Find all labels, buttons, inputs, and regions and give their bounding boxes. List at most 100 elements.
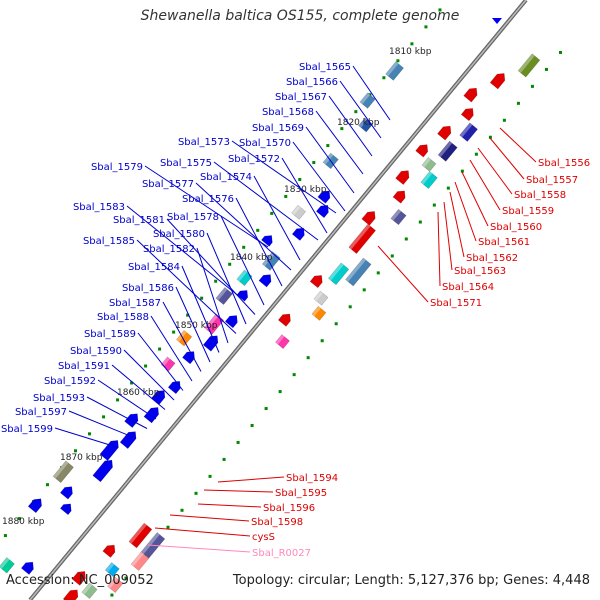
gene-block [348, 223, 376, 254]
tick-dot [404, 237, 408, 241]
gene-block-shine [161, 356, 171, 367]
gene-arrow [71, 571, 86, 586]
gene-block-shine [385, 61, 399, 77]
tick-dot [214, 279, 218, 283]
tick-dot [438, 8, 442, 12]
gene-label: Sbal_1574 [200, 172, 252, 183]
leader-line [315, 110, 364, 175]
tick-labels: 1810 kbp 1820 kbp 1830 kbp 1840 kbp 1850 kbp… [2, 47, 432, 527]
gene-block-shine [459, 122, 473, 138]
page-title: Shewanella baltica OS155, complete genom… [140, 8, 460, 24]
gene-feature [124, 413, 139, 429]
gene-arrow [437, 125, 452, 141]
gene-block-shine [140, 532, 160, 555]
tick-dot [516, 101, 520, 105]
gene-block-shine [105, 562, 115, 573]
gene-label: Sbal_1594 [286, 473, 338, 484]
gene-feature [291, 204, 306, 220]
gene-block [385, 61, 404, 81]
leader-line [499, 127, 537, 163]
tick-dot [502, 118, 506, 122]
leader-line [461, 171, 489, 227]
gene-label: Sbal_1582 [143, 244, 195, 255]
tick-dot [292, 373, 296, 377]
gene-label: Sbal_1562 [466, 253, 518, 264]
tick-dot [354, 110, 358, 114]
gene-block-shine [81, 582, 93, 595]
gene-block [421, 157, 437, 172]
leader-line [469, 159, 501, 211]
tick-label: 1850 kbp [175, 321, 218, 331]
gene-feature [236, 269, 253, 286]
tick-dot [17, 517, 21, 521]
gene-feature [202, 335, 219, 352]
tick-dot [116, 398, 120, 402]
leader-line [454, 181, 477, 242]
gene-feature [309, 275, 323, 289]
tick-dot [270, 211, 274, 215]
gene-feature [311, 305, 327, 321]
gene-feature [224, 315, 238, 329]
gene-feature [415, 144, 429, 158]
gene-feature [81, 582, 98, 599]
leader-line [206, 232, 247, 325]
leader-line [54, 427, 119, 448]
tick-dot [474, 152, 478, 156]
gene-arrow [361, 211, 376, 226]
gene-arrow [60, 503, 72, 516]
leader-line [235, 197, 283, 287]
gene-feature [463, 87, 478, 103]
tick-dot [208, 474, 212, 478]
gene-block [420, 171, 438, 189]
gene-label: Sbal_1575 [160, 158, 212, 169]
gene-labels: Sbal_1556 Sbal_1557 Sbal_1558 Sbal_1559 Sbal… [1, 62, 590, 559]
tick-dot [180, 508, 184, 512]
tick-dot [362, 288, 366, 292]
gene-block-shine [358, 117, 368, 128]
gene-feature [107, 576, 124, 593]
gene-feature [315, 205, 329, 219]
tick-dot [558, 50, 562, 54]
gene-feature [60, 503, 72, 516]
gene-feature [236, 290, 249, 302]
tick-dot [236, 440, 240, 444]
tick-dot [172, 330, 176, 334]
gene-arrow [395, 170, 410, 185]
gene-block [128, 522, 153, 549]
gene-block [107, 576, 124, 593]
gene-label: Sbal_1580 [153, 229, 205, 240]
gene-arrow [202, 335, 219, 352]
gene-block [215, 287, 233, 305]
leader-line [147, 544, 251, 553]
gene-label: Sbal_1592 [44, 376, 96, 387]
tick-dot [194, 491, 198, 495]
gene-label: Sbal_1577 [142, 179, 194, 190]
gene-feature [261, 235, 273, 247]
leader-line [328, 95, 373, 157]
gene-feature [104, 562, 120, 577]
gene-block-shine [131, 551, 144, 567]
direction-marker [492, 18, 502, 24]
tick-dot [278, 390, 282, 394]
gene-arrow [62, 589, 79, 600]
gene-block [517, 53, 541, 78]
gene-block-shine [323, 153, 334, 165]
gene-feature [385, 61, 404, 81]
gene-arrow [27, 498, 42, 514]
gene-block-shine [236, 269, 248, 282]
leader-line [489, 137, 525, 180]
leader-line [197, 503, 262, 508]
gene-block-shine [128, 523, 147, 544]
gene-arrow [315, 205, 329, 219]
leader-line [195, 182, 292, 271]
gene-feature [361, 211, 376, 226]
gene-block [81, 582, 98, 599]
gene-feature [437, 125, 452, 141]
gene-block [275, 334, 290, 349]
gene-block-shine [275, 334, 285, 345]
tick-dot [418, 220, 422, 224]
gene-arrow [277, 313, 291, 327]
tick-label: 1860 kbp [117, 388, 160, 398]
leader-line [169, 514, 250, 522]
gene-arrow [317, 190, 331, 204]
